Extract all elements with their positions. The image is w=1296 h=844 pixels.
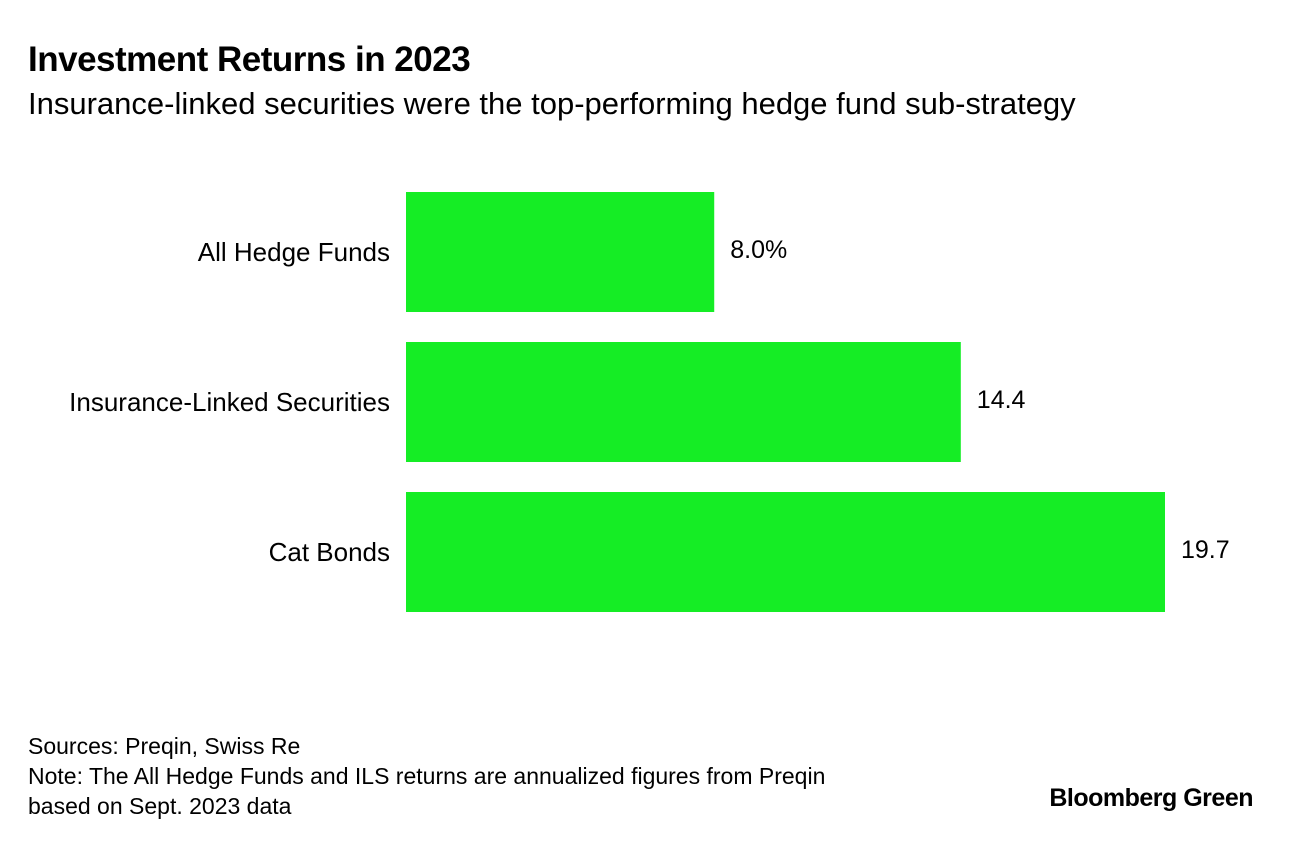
bar-0 [406,192,715,312]
category-label-1: Insurance-Linked Securities [69,387,390,417]
bar-2 [406,492,1165,612]
note-text-line-2: based on Sept. 2023 data [28,793,292,819]
chart-footer: Sources: Preqin, Swiss Re Note: The All … [28,731,825,821]
value-label-1: 14.4 [977,386,1026,414]
category-label-0: All Hedge Funds [198,237,390,267]
chart-title: Investment Returns in 2023 [28,40,471,79]
brand-logo: Bloomberg Green [1049,784,1253,812]
sources-text: Sources: Preqin, Swiss Re [28,733,301,759]
value-label-0: 8.0% [730,236,787,264]
chart-subtitle: Insurance-linked securities were the top… [28,86,1076,121]
bar-1 [406,342,961,462]
value-label-2: 19.7 [1181,536,1230,564]
category-label-2: Cat Bonds [269,537,390,567]
note-text-line-1: Note: The All Hedge Funds and ILS return… [28,763,826,789]
bar-chart: All Hedge Funds 8.0% Insurance-Linked Secu… [69,192,1230,612]
